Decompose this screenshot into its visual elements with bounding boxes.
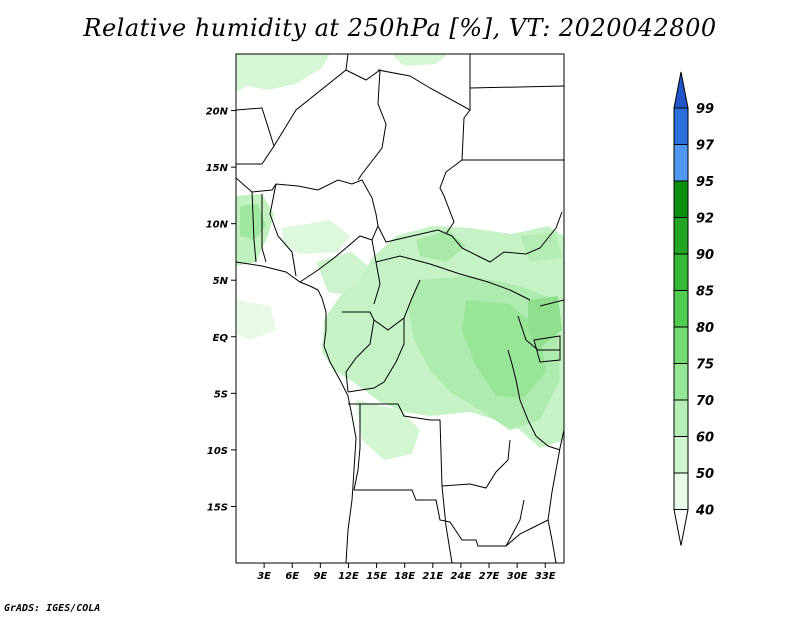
lat-tick-label: 5S <box>214 389 228 400</box>
lon-tick-label: 27E <box>479 571 500 582</box>
chart-title: Relative humidity at 250hPa [%], VT: 202… <box>83 14 717 42</box>
colorbar-label: 92 <box>696 212 714 227</box>
colorbar-label: 50 <box>696 467 714 482</box>
lon-tick-label: 6E <box>285 571 299 582</box>
colorbar-label: 85 <box>696 285 714 300</box>
colorbar-segment <box>673 253 689 291</box>
colorbar-segment <box>673 180 689 218</box>
colorbar-label: 97 <box>696 139 715 154</box>
humidity-field <box>236 54 564 460</box>
colorbar-bottom-arrow <box>673 509 689 546</box>
colorbar-segment <box>673 107 689 145</box>
colorbar-segment <box>673 144 689 182</box>
colorbar-segment <box>673 436 689 474</box>
colorbar-label: 95 <box>696 175 714 190</box>
colorbar: 99 97 95 92 90 85 80 75 70 60 50 40 <box>673 71 715 546</box>
lon-tick-label: 3E <box>257 571 271 582</box>
lon-tick-label: 12E <box>338 571 359 582</box>
colorbar-segment <box>673 217 689 255</box>
colorbar-label: 60 <box>696 431 714 446</box>
colorbar-segment <box>673 290 689 328</box>
colorbar-label: 90 <box>696 248 714 263</box>
lat-tick-label: 15N <box>206 163 229 174</box>
lon-tick-label: 24E <box>451 571 472 582</box>
lon-tick-label: 21E <box>422 571 443 582</box>
colorbar-label: 40 <box>695 504 714 519</box>
lat-tick-label: 15S <box>207 502 228 513</box>
colorbar-top-arrow <box>673 71 689 109</box>
colorbar-segment <box>673 326 689 364</box>
lon-tick-label: 18E <box>394 571 415 582</box>
grads-credit: GrADS: IGES/COLA <box>4 603 101 614</box>
lon-tick-label: 30E <box>507 571 528 582</box>
colorbar-segment <box>673 472 689 510</box>
lon-tick-label: 33E <box>535 571 556 582</box>
lat-tick-label: EQ <box>213 333 229 344</box>
borders <box>236 54 564 563</box>
lat-tick-label: 5N <box>213 276 229 287</box>
lat-tick-label: 20N <box>206 107 229 118</box>
colorbar-label: 70 <box>696 394 714 409</box>
lat-tick-label: 10N <box>206 220 229 231</box>
lat-tick-label: 10S <box>207 446 228 457</box>
colorbar-segment <box>673 399 689 437</box>
colorbar-segment <box>673 363 689 401</box>
colorbar-label: 80 <box>696 321 714 336</box>
colorbar-label: 75 <box>696 358 714 373</box>
map-frame <box>235 53 565 564</box>
lon-tick-label: 15E <box>366 571 387 582</box>
lon-tick-label: 9E <box>313 571 327 582</box>
axis-ticks: 20N 15N 10N 5N EQ 5S 10S 15S 3E 6E 9E 12E 15E 18E 21E 2… <box>206 107 556 582</box>
colorbar-label: 99 <box>696 102 714 117</box>
